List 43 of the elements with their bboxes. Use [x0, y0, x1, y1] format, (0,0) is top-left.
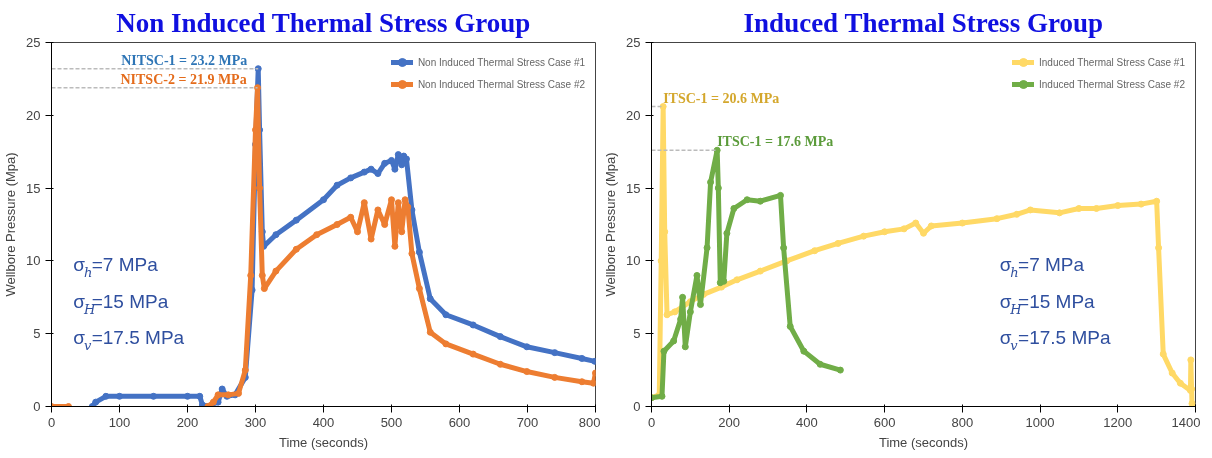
legend-label: Non Induced Thermal Stress Case #1: [417, 55, 585, 69]
y-tick-label: 20: [26, 107, 41, 123]
x-tick-label: 600: [448, 414, 471, 430]
x-tick-label: 0: [647, 414, 656, 430]
y-tick-label: 10: [26, 253, 41, 269]
x-tick-label: 500: [380, 414, 403, 430]
x-tick-label: 200: [718, 414, 741, 430]
y-tick-label: 20: [626, 107, 641, 123]
x-tick-label: 400: [796, 414, 818, 430]
y-tick-label: 15: [26, 180, 41, 196]
legend-label: Induced Thermal Stress Case #2: [1038, 77, 1185, 91]
y-tick-label: 0: [33, 399, 41, 414]
x-tick-label: 200: [176, 414, 199, 430]
annotation: ITSC-1 = 17.6 MPa: [717, 134, 834, 150]
x-tick-label: 800: [951, 414, 974, 430]
x-axis-title: Time (seconds): [878, 434, 969, 450]
x-tick-label: 800: [578, 414, 601, 430]
y-tick-label: 25: [626, 35, 641, 50]
y-tick-label: 5: [33, 326, 41, 342]
x-tick-label: 1200: [1103, 414, 1133, 430]
x-tick-label: 0: [47, 414, 56, 430]
y-tick-label: 5: [633, 326, 641, 342]
annotation: ITSC-1 = 20.6 MPa: [663, 90, 780, 106]
x-tick-label: 1400: [1171, 414, 1201, 430]
y-tick-label: 15: [626, 180, 641, 196]
y-axis-title: Wellbore Pressure (Mpa): [3, 152, 19, 297]
chart-title: Induced Thermal Stress Group: [743, 7, 1103, 38]
y-tick-label: 0: [633, 399, 641, 414]
chart-title: Non Induced Thermal Stress Group: [116, 7, 531, 38]
annotation: NITSC-1 = 23.2 MPa: [121, 52, 248, 68]
x-axis-title: Time (seconds): [278, 434, 369, 450]
y-tick-label: 25: [26, 35, 41, 50]
x-tick-label: 300: [244, 414, 267, 430]
x-tick-label: 100: [108, 414, 131, 430]
x-tick-label: 700: [516, 414, 539, 430]
x-tick-label: 400: [312, 414, 335, 430]
x-tick-label: 600: [873, 414, 896, 430]
legend-label: Induced Thermal Stress Case #1: [1038, 55, 1185, 69]
annotation: NITSC-2 = 21.9 MPa: [120, 71, 247, 87]
x-tick-label: 1000: [1025, 414, 1055, 430]
legend-label: Non Induced Thermal Stress Case #2: [417, 77, 585, 91]
y-axis-title: Wellbore Pressure (Mpa): [603, 152, 619, 297]
y-tick-label: 10: [626, 253, 641, 269]
